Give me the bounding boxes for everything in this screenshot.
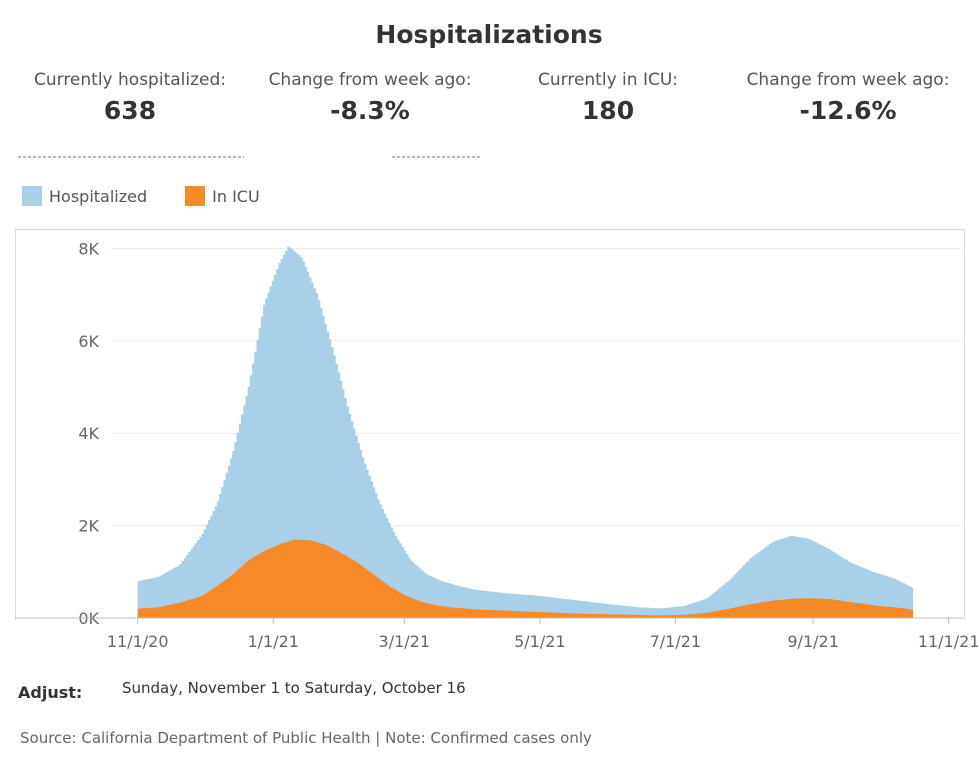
decorative-divider (18, 156, 244, 158)
chart-frame (15, 229, 965, 620)
legend-item-hospitalized[interactable]: Hospitalized (22, 186, 147, 206)
kpi-value: 638 (103, 96, 157, 125)
x-tick-label: 3/1/21 (379, 632, 431, 651)
kpi-label: Currently in ICU: (538, 70, 678, 90)
kpi-label: Change from week ago: (746, 70, 950, 90)
date-range-filter[interactable]: Sunday, November 1 to Saturday, October … (122, 679, 466, 697)
series-area-hospitalized (137, 246, 914, 618)
x-tick-label: 7/1/21 (650, 632, 702, 651)
legend-swatch-in-icu (185, 186, 206, 206)
source-note: Source: California Department of Public … (20, 729, 592, 747)
x-tick-label: 9/1/21 (787, 632, 839, 651)
adjust-label: Adjust: (18, 683, 83, 702)
kpi-icu-change: Change from week ago: -12.6% (728, 70, 968, 125)
kpi-hospitalized-change: Change from week ago: -8.3% (250, 70, 490, 125)
x-tick-label: 1/1/21 (247, 632, 299, 651)
x-tick-label: 11/1/20 (107, 632, 169, 651)
x-tick-label: 5/1/21 (514, 632, 566, 651)
y-tick-label: 2K (78, 517, 99, 536)
chart-title: Hospitalizations (375, 20, 603, 49)
legend-label: Hospitalized (49, 186, 148, 206)
y-tick-label: 4K (78, 424, 99, 443)
y-tick-label: 6K (78, 332, 99, 351)
kpi-value: -12.6% (799, 96, 897, 125)
chart-legend: Hospitalized In ICU (22, 186, 260, 206)
decorative-divider (392, 156, 482, 158)
legend-item-in-icu[interactable]: In ICU (185, 186, 260, 206)
kpi-label: Currently hospitalized: (33, 70, 226, 90)
x-tick-label: 11/1/21 (918, 632, 978, 651)
legend-label: In ICU (212, 186, 260, 206)
y-tick-label: 8K (78, 239, 99, 258)
kpi-currently-in-icu: Currently in ICU: 180 (488, 70, 728, 125)
kpi-currently-hospitalized: Currently hospitalized: 638 (10, 70, 250, 125)
series-area-in-icu (137, 539, 914, 618)
kpi-value: -8.3% (330, 96, 410, 125)
kpi-label: Change from week ago: (268, 70, 472, 90)
kpi-value: 180 (581, 96, 635, 125)
legend-swatch-hospitalized (22, 186, 42, 206)
